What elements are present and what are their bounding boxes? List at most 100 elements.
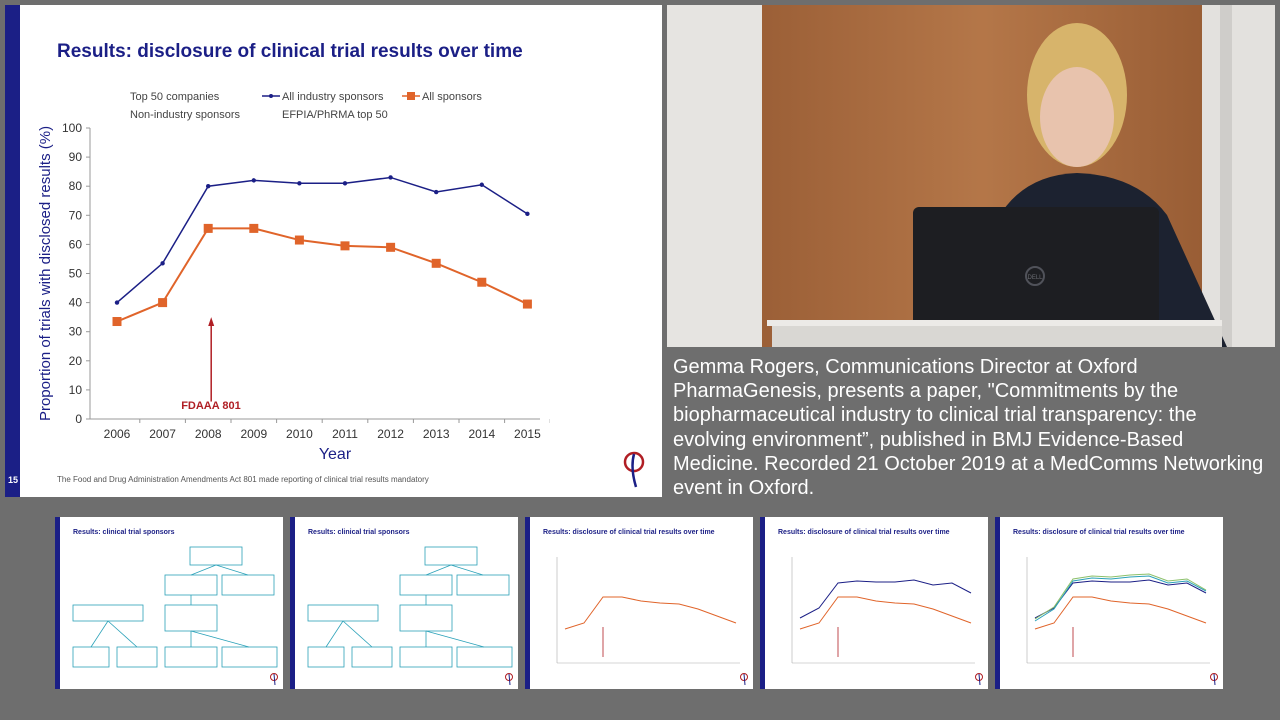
line-chart: 0 10 20 30 40 50 60 70 80 90 100 2006 2007 2008 2009 20… [37,91,550,463]
thumbnail-title: Results: clinical trial sponsors [308,529,410,536]
legend-label: All industry sponsors [282,91,384,103]
y-tick-label: 100 [62,121,82,135]
thumbnail-flow-diagram [72,546,278,668]
flow-box [164,574,218,596]
y-tick-label: 60 [69,237,83,251]
data-point [386,242,396,252]
speaker-scene: DELL [667,5,1275,347]
thumbnail-flow-diagram [307,546,513,668]
y-tick-label: 50 [69,267,83,281]
series-line-all-industry-sponsors [116,176,528,304]
annotation-label: FDAAA 801 [181,400,241,412]
legend-label: Top 50 companies [130,91,220,103]
x-tick-label: 2008 [195,427,222,441]
data-point [251,178,256,183]
thumbnail-series-line [799,596,972,630]
flow-connector [325,620,344,648]
slide-thumbnail[interactable]: Results: disclosure of clinical trial re… [995,517,1223,689]
y-tick-label: 0 [75,412,82,426]
flow-connector [425,630,485,648]
slide-number: 15 [8,475,19,485]
main-slide: 15 Results: disclosure of clinical trial… [5,5,662,497]
speaker-video: DELL [667,5,1275,347]
x-axis-label: Year [319,446,352,463]
flow-box [189,546,243,566]
legend-label: All sponsors [422,91,482,103]
data-point [112,317,122,327]
legend-marker [269,94,273,98]
data-point [525,211,530,217]
thumbnail-chart [791,557,975,664]
thumbnail-side-bar [995,517,1000,689]
flow-connector [342,620,373,648]
legend-label: EFPIA/PhRMA top 50 [282,109,388,121]
data-point [114,300,120,305]
thumbnail-series-line [1034,596,1207,630]
x-tick-label: 2007 [149,427,176,441]
x-tick-label: 2006 [104,427,131,441]
pharmagenesis-logo-icon [1210,673,1218,685]
thumbnail-series-line [564,596,737,630]
data-point [294,235,304,245]
flow-connector [190,630,250,648]
pharmagenesis-logo-icon [270,673,278,685]
legend-label: Non-industry sponsors [130,109,241,121]
x-tick-label: 2011 [332,427,358,441]
y-tick-label: 10 [69,383,83,397]
thumbnail-side-bar [290,517,295,689]
slide-thumbnail[interactable]: Results: clinical trial sponsors [290,517,518,689]
flow-box [164,604,218,632]
data-point [249,223,259,233]
annotation-arrow-head [208,317,215,327]
flow-connector [215,564,249,576]
data-point [158,298,168,308]
data-point [203,223,213,233]
thumbnail-series-line [799,579,972,619]
pharmagenesis-logo-icon [623,451,645,488]
y-axis-label: Proportion of trials with disclosed resu… [37,126,54,421]
x-tick-label: 2014 [468,427,495,441]
x-tick-label: 2010 [286,427,313,441]
slide-side-bar [5,5,20,497]
flow-box [307,604,379,622]
flow-connector [90,620,109,648]
thumbnail-title: Results: disclosure of clinical trial re… [778,529,950,536]
y-tick-label: 90 [69,150,83,164]
flow-box [399,646,453,668]
data-point [206,184,211,189]
thumbnail-title: Results: clinical trial sponsors [73,529,175,536]
thumbnail-chart [556,557,740,664]
flow-connector [450,564,484,576]
slide-thumbnail[interactable]: Results: clinical trial sponsors [55,517,283,689]
y-tick-label: 70 [69,208,83,222]
flow-box [116,646,158,668]
slide-thumbnail[interactable]: Results: disclosure of clinical trial re… [760,517,988,689]
x-tick-label: 2013 [423,427,450,441]
flow-box [221,646,278,668]
x-tick-label: 2015 [514,427,541,441]
flow-connector [107,620,138,648]
x-tick-label: 2012 [377,427,404,441]
series-line-all-sponsors [116,227,528,323]
slide-title: Results: disclosure of clinical trial re… [57,41,523,62]
video-caption: Gemma Rogers, Communications Director at… [673,356,1264,500]
y-tick-label: 80 [69,179,83,193]
pharmagenesis-logo-icon [740,673,748,685]
slide-footnote: The Food and Drug Administration Amendme… [57,475,429,484]
y-tick-label: 30 [69,325,83,339]
pharmagenesis-logo-icon [975,673,983,685]
y-tick-label: 20 [69,354,83,368]
flow-connector [190,564,217,576]
data-point [388,175,393,180]
flow-box [399,604,453,632]
flow-connector [425,564,452,576]
y-tick-label: 40 [69,296,83,310]
flow-box [456,646,513,668]
slide-thumbnail[interactable]: Results: disclosure of clinical trial re… [525,517,753,689]
flow-box [456,574,510,596]
flow-box [72,604,144,622]
thumbnail-title: Results: disclosure of clinical trial re… [543,529,715,536]
data-point [479,182,484,187]
thumbnail-side-bar [525,517,530,689]
flow-box [221,574,275,596]
